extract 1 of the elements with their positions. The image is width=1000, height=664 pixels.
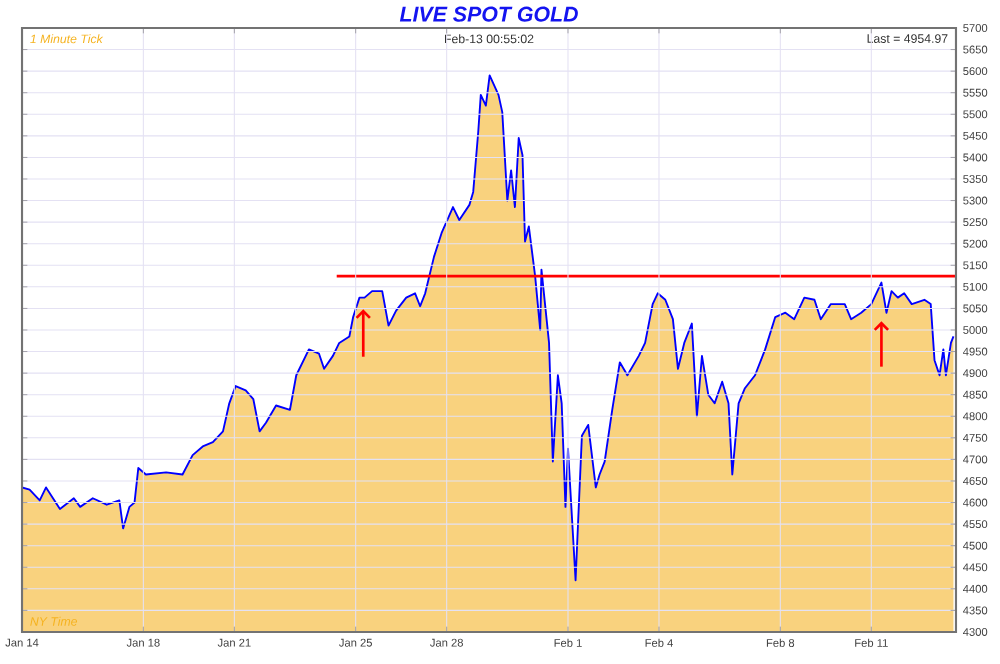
chart-title: LIVE SPOT GOLD — [399, 6, 578, 22]
